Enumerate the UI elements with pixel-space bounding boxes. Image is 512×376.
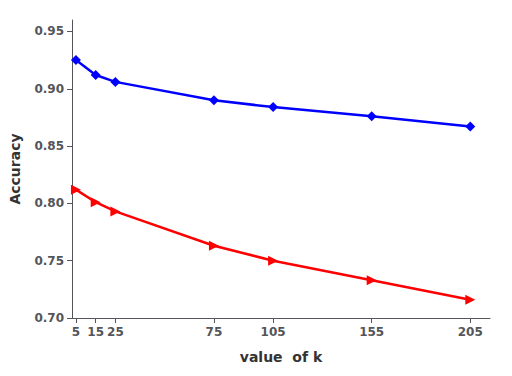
svg-text:25: 25 bbox=[107, 325, 124, 339]
svg-text:0.75: 0.75 bbox=[34, 254, 64, 268]
svg-text:0.70: 0.70 bbox=[34, 311, 64, 325]
svg-text:155: 155 bbox=[359, 325, 384, 339]
svg-text:105: 105 bbox=[261, 325, 286, 339]
svg-text:75: 75 bbox=[206, 325, 223, 339]
svg-text:205: 205 bbox=[458, 325, 483, 339]
svg-text:Accuracy: Accuracy bbox=[7, 133, 23, 204]
svg-text:0.85: 0.85 bbox=[34, 139, 64, 153]
svg-text:value of k: value of k bbox=[240, 349, 323, 365]
svg-text:0.80: 0.80 bbox=[34, 196, 64, 210]
svg-text:0.95: 0.95 bbox=[34, 24, 64, 38]
svg-text:5: 5 bbox=[72, 325, 80, 339]
svg-text:15: 15 bbox=[87, 325, 104, 339]
svg-text:0.90: 0.90 bbox=[34, 82, 64, 96]
